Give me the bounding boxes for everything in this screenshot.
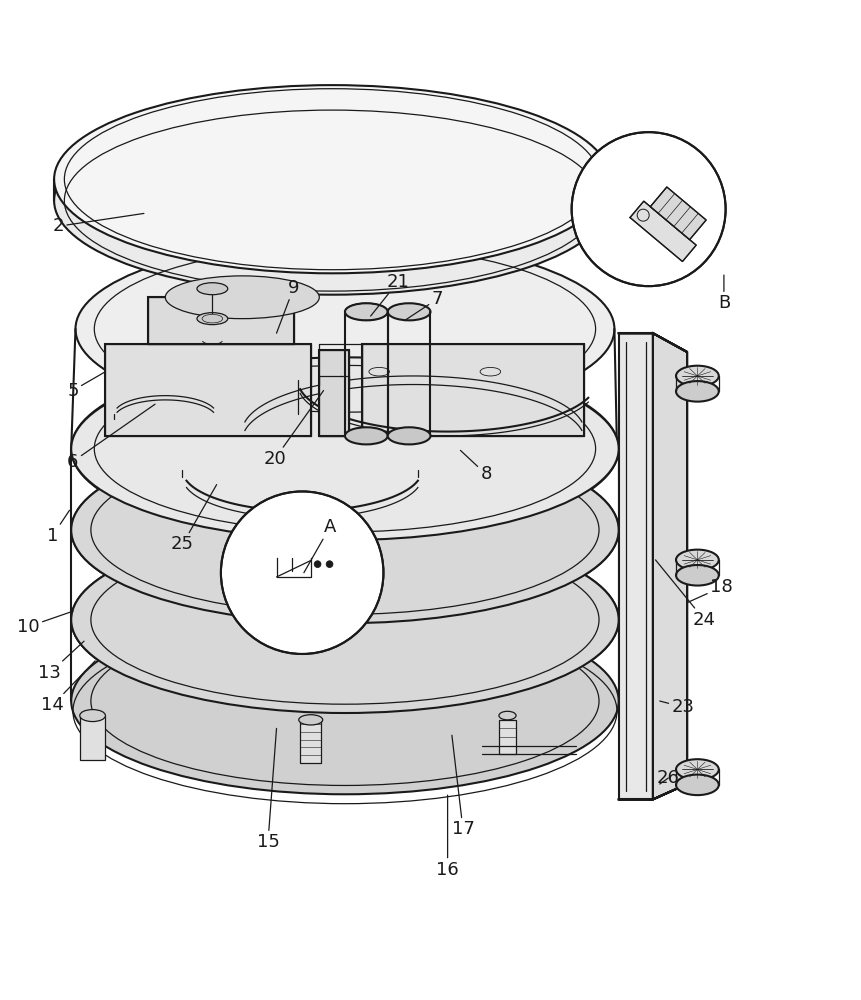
Ellipse shape [71,608,619,794]
Ellipse shape [676,381,719,402]
Text: B: B [718,275,730,312]
Ellipse shape [71,437,619,623]
Text: A: A [304,518,336,573]
Text: 21: 21 [370,273,410,316]
Ellipse shape [676,366,719,386]
Circle shape [314,561,321,568]
Polygon shape [148,297,294,344]
Polygon shape [319,350,350,436]
Ellipse shape [165,276,319,319]
Polygon shape [105,344,311,436]
Text: 23: 23 [660,698,694,716]
Polygon shape [619,333,687,352]
Text: 7: 7 [405,290,443,320]
Polygon shape [362,344,585,436]
Text: 6: 6 [67,404,155,471]
Text: 8: 8 [461,450,492,483]
Ellipse shape [197,313,228,325]
Text: 20: 20 [263,391,324,468]
Text: 18: 18 [687,578,733,603]
Text: 1: 1 [46,510,70,545]
Text: 17: 17 [451,735,474,838]
Ellipse shape [387,427,430,444]
Ellipse shape [54,85,610,273]
Circle shape [572,132,726,286]
Ellipse shape [76,239,615,419]
Ellipse shape [71,357,619,540]
Ellipse shape [80,710,105,722]
Ellipse shape [345,427,387,444]
Circle shape [221,491,383,654]
Text: 26: 26 [657,769,679,787]
Text: 24: 24 [655,560,715,629]
Text: 5: 5 [67,372,105,400]
Bar [300,720,321,763]
Ellipse shape [676,759,719,780]
Polygon shape [619,784,687,799]
Text: 25: 25 [171,485,217,553]
Ellipse shape [71,527,619,713]
Ellipse shape [54,106,610,295]
Polygon shape [650,187,706,240]
Ellipse shape [71,437,619,623]
Polygon shape [630,201,697,262]
Text: 14: 14 [41,661,96,714]
Polygon shape [653,333,687,799]
Ellipse shape [71,355,619,542]
Ellipse shape [499,711,516,720]
Ellipse shape [345,303,387,320]
Ellipse shape [676,550,719,570]
Bar [619,333,653,799]
Text: 2: 2 [53,213,144,235]
Ellipse shape [197,283,228,295]
Ellipse shape [676,775,719,795]
Bar [499,720,516,754]
Ellipse shape [387,303,430,320]
Text: 13: 13 [39,641,84,682]
Text: 16: 16 [437,795,459,879]
Bar [80,716,105,760]
Text: 9: 9 [276,279,300,333]
Ellipse shape [299,715,323,725]
Circle shape [326,561,333,568]
Text: 15: 15 [257,728,280,851]
Text: 10: 10 [17,611,73,636]
Ellipse shape [676,565,719,586]
Ellipse shape [71,527,619,713]
